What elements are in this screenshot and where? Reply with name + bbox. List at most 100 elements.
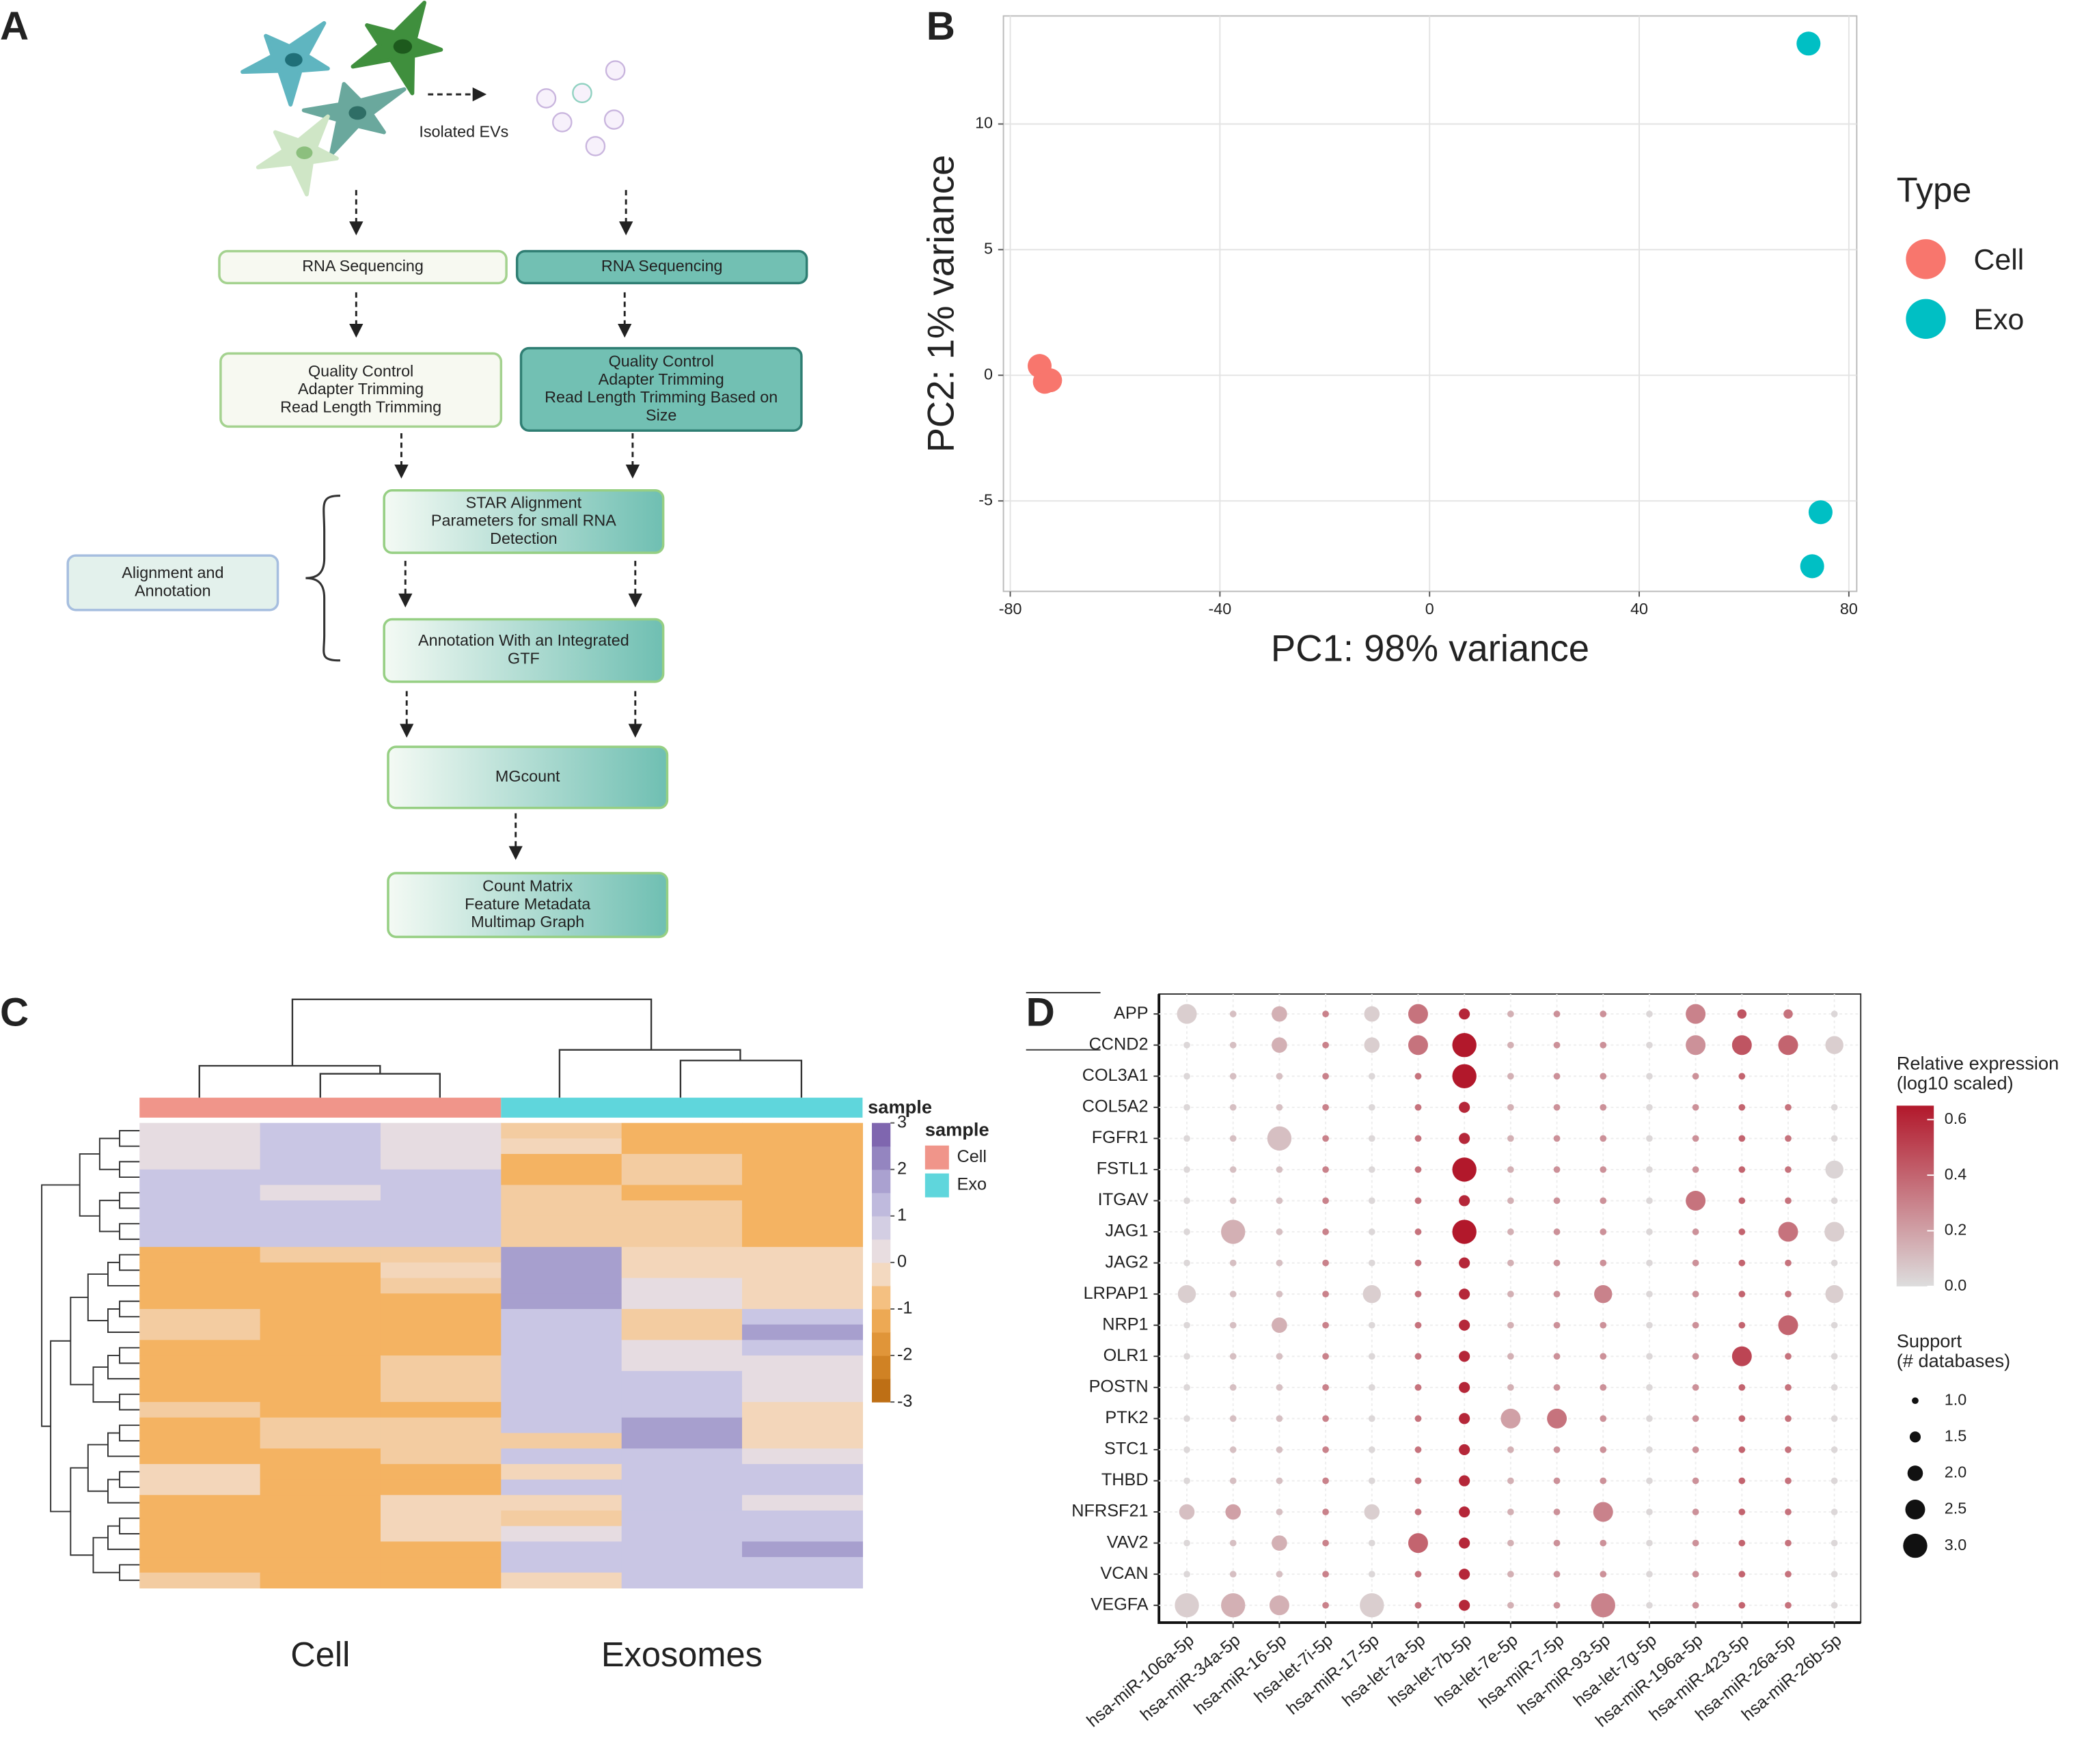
dot xyxy=(1825,1160,1843,1179)
dot xyxy=(1646,1166,1653,1173)
dot xyxy=(1646,1539,1653,1547)
dot xyxy=(1646,1291,1653,1298)
dot xyxy=(1785,1103,1792,1111)
data-point xyxy=(1796,31,1821,56)
dot xyxy=(1452,1157,1477,1182)
dot xyxy=(1368,1415,1375,1422)
node-label: Quality Control xyxy=(609,353,714,370)
heatmap-cell xyxy=(139,1557,261,1573)
dot xyxy=(1731,1035,1752,1056)
heatmap-cell xyxy=(380,1495,502,1511)
row-dendrogram xyxy=(41,1184,80,1427)
dot xyxy=(1646,1228,1653,1235)
dot xyxy=(1785,1197,1792,1204)
dot xyxy=(1646,1353,1653,1360)
dot xyxy=(1553,1383,1561,1391)
dot xyxy=(1553,1321,1561,1329)
node-label: Parameters for small RNA xyxy=(431,512,616,529)
dot xyxy=(1368,1477,1375,1485)
dot xyxy=(1778,1222,1798,1242)
y-tick-label: THBD xyxy=(1101,1470,1149,1489)
heatmap-cell xyxy=(501,1293,622,1310)
dot xyxy=(1600,1415,1607,1422)
dot xyxy=(1183,1197,1190,1204)
heatmap-cell xyxy=(501,1510,622,1527)
heatmap-cell xyxy=(380,1262,502,1279)
y-tick-label: COL3A1 xyxy=(1082,1066,1149,1085)
dot xyxy=(1414,1166,1422,1173)
heatmap-cell xyxy=(501,1324,622,1340)
dot xyxy=(1177,1284,1196,1304)
dot xyxy=(1276,1103,1283,1111)
dot xyxy=(1276,1197,1283,1204)
heatmap-cell xyxy=(139,1215,261,1232)
row-dendrogram xyxy=(87,1444,108,1492)
dot xyxy=(1692,1539,1699,1547)
heatmap-cell xyxy=(260,1247,381,1263)
heatmap-cell xyxy=(742,1324,863,1340)
dot xyxy=(1229,1291,1237,1298)
dot xyxy=(1738,1259,1746,1267)
dot xyxy=(1692,1383,1699,1391)
dot xyxy=(1831,1601,1838,1609)
heatmap-cell xyxy=(501,1231,622,1248)
dot xyxy=(1553,1571,1561,1578)
dot xyxy=(1831,1539,1838,1547)
dot xyxy=(1738,1508,1746,1515)
node-label: Adapter Trimming xyxy=(599,370,724,388)
dot xyxy=(1322,1601,1329,1609)
dot xyxy=(1322,1135,1329,1142)
y-tick-label: JAG2 xyxy=(1105,1252,1148,1271)
cell-nucleus xyxy=(393,39,413,54)
size-legend-dot xyxy=(1909,1431,1921,1443)
dot xyxy=(1459,1101,1470,1113)
dot xyxy=(1459,1319,1470,1331)
row-dendrogram xyxy=(119,1223,140,1240)
legend-label: Exo xyxy=(1974,303,2025,336)
group-label: Exosomes xyxy=(601,1635,763,1674)
dot xyxy=(1507,1259,1514,1267)
dot xyxy=(1831,1321,1838,1329)
dot xyxy=(1738,1415,1746,1422)
dot xyxy=(1229,1259,1237,1267)
heatmap-cell xyxy=(260,1370,381,1388)
node-box xyxy=(383,489,665,554)
x-tick-label: -40 xyxy=(1209,600,1232,618)
dot xyxy=(1414,1197,1422,1204)
heatmap-cell xyxy=(501,1122,622,1139)
dot xyxy=(1322,1539,1329,1547)
heatmap-cell xyxy=(380,1200,502,1217)
dot xyxy=(1322,1446,1329,1453)
heatmap-cell xyxy=(380,1293,502,1310)
dot xyxy=(1414,1259,1422,1267)
heatmap-cell xyxy=(742,1138,863,1155)
dot xyxy=(1272,1317,1287,1333)
dot xyxy=(1368,1073,1375,1080)
dot xyxy=(1785,1383,1792,1391)
dot xyxy=(1785,1415,1792,1422)
heatmap-cell xyxy=(742,1262,863,1279)
dot xyxy=(1368,1197,1375,1204)
dot xyxy=(1785,1477,1792,1485)
dot xyxy=(1738,1228,1746,1235)
node-label: Read Length Trimming Based on xyxy=(545,388,778,406)
y-tick-label: FGFR1 xyxy=(1092,1128,1149,1147)
node-box xyxy=(519,346,803,432)
dot xyxy=(1646,1321,1653,1329)
dot xyxy=(1785,1166,1792,1173)
heatmap-cell xyxy=(380,1215,502,1232)
heatmap-cell xyxy=(742,1308,863,1325)
heatmap-cell xyxy=(501,1138,622,1155)
colorbar-block xyxy=(872,1332,891,1356)
heatmap-cell xyxy=(380,1386,502,1403)
dot xyxy=(1600,1321,1607,1329)
heatmap-cell xyxy=(621,1169,743,1186)
dot xyxy=(1646,1477,1653,1485)
dot xyxy=(1692,1508,1699,1515)
dot xyxy=(1692,1571,1699,1578)
heatmap-cell xyxy=(260,1541,381,1558)
heatmap-cell xyxy=(621,1215,743,1232)
row-dendrogram xyxy=(107,1525,140,1550)
heatmap-cell xyxy=(742,1215,863,1232)
dot xyxy=(1459,1195,1470,1207)
